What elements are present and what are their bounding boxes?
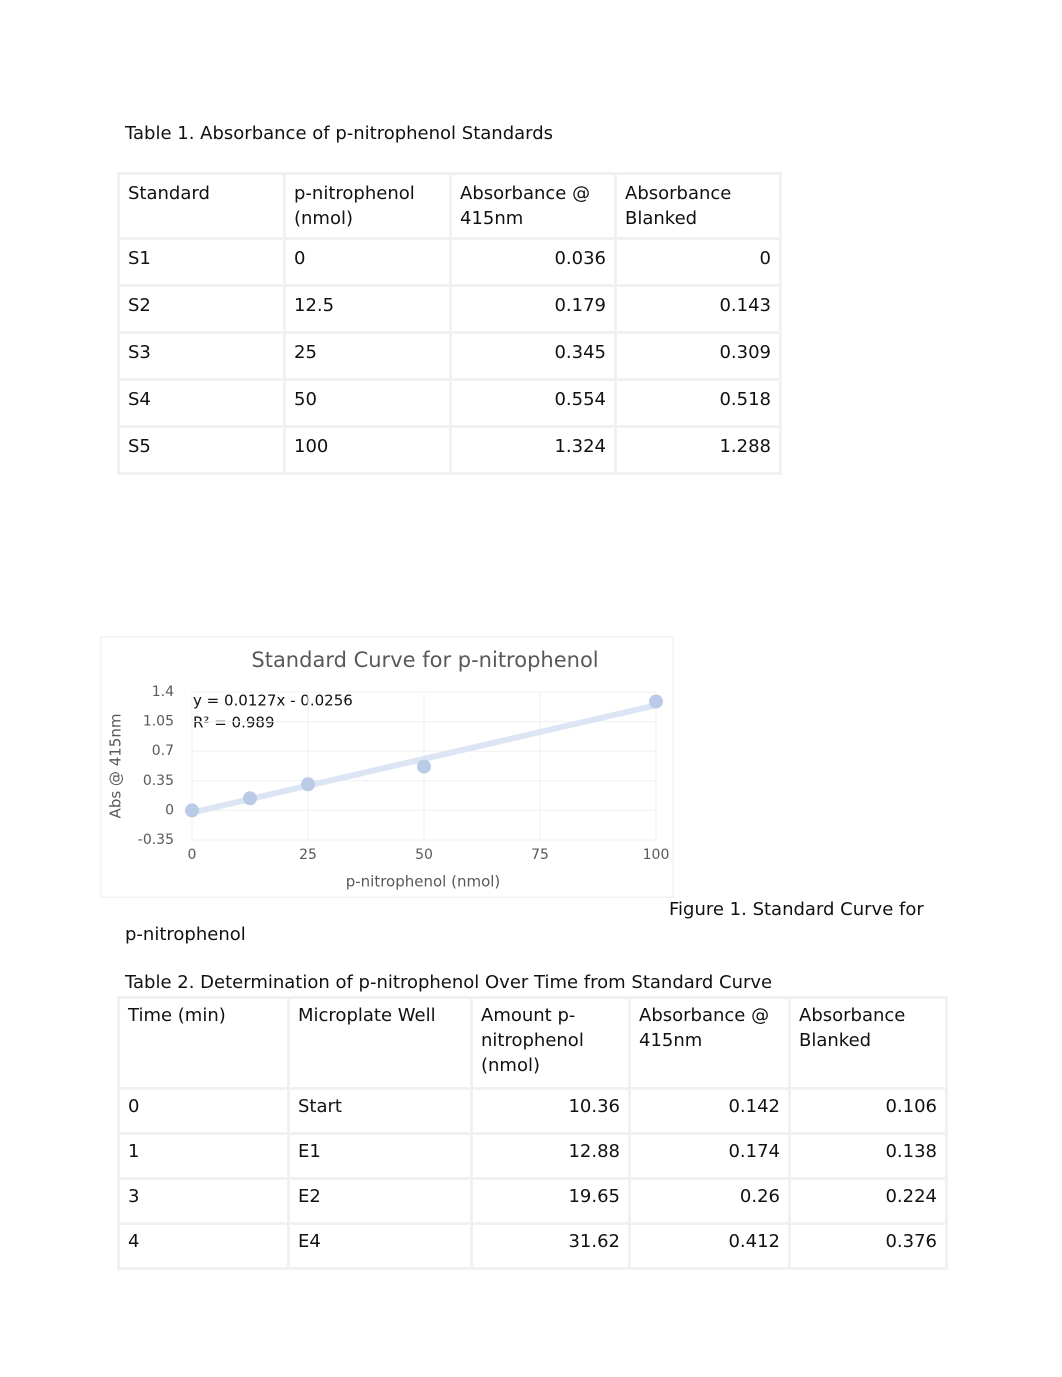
trendline-equation: y = 0.0127x - 0.0256 bbox=[193, 692, 353, 710]
table-cell: 0.412 bbox=[628, 1222, 791, 1270]
data-point bbox=[417, 759, 431, 774]
table-cell: S1 bbox=[117, 237, 286, 287]
header-cell: Standard bbox=[117, 172, 286, 240]
x-tick-label: 0 bbox=[188, 847, 197, 863]
table-cell: 0 bbox=[614, 237, 782, 287]
table-cell: 0.376 bbox=[788, 1222, 948, 1270]
header-cell: Microplate Well bbox=[287, 996, 473, 1090]
table-row: 4 E4 31.62 0.412 0.376 bbox=[117, 1222, 948, 1270]
standards-table: Standard p-nitrophenol (nmol) Absorbance @… bbox=[117, 172, 782, 475]
header-cell: Time (min) bbox=[117, 996, 290, 1090]
table-cell: 100 bbox=[283, 425, 452, 475]
x-axis-label: p-nitrophenol (nmol) bbox=[346, 873, 501, 891]
table-row: 0 Start 10.36 0.142 0.106 bbox=[117, 1087, 948, 1135]
header-cell: Absorbance @ 415nm bbox=[628, 996, 791, 1090]
table-cell: 0 bbox=[117, 1087, 290, 1135]
table-caption: Table 2. Determination of p-nitrophenol … bbox=[125, 972, 773, 993]
table-cell: 0.26 bbox=[628, 1177, 791, 1225]
table-cell: 50 bbox=[283, 378, 452, 428]
table-cell: 0.309 bbox=[614, 331, 782, 381]
header-cell: Absorbance @ 415nm bbox=[449, 172, 617, 240]
header-row: Standard p-nitrophenol (nmol) Absorbance @… bbox=[117, 172, 782, 240]
x-tick-label: 100 bbox=[643, 847, 670, 863]
data-point bbox=[649, 694, 663, 709]
table-cell: 19.65 bbox=[470, 1177, 631, 1225]
table-cell: 25 bbox=[283, 331, 452, 381]
data-point bbox=[243, 791, 257, 806]
table-row: S5 100 1.324 1.288 bbox=[117, 425, 782, 475]
table-cell: 0 bbox=[283, 237, 452, 287]
table-cell: 0.554 bbox=[449, 378, 617, 428]
table-cell: E2 bbox=[287, 1177, 473, 1225]
table-cell: 1.288 bbox=[614, 425, 782, 475]
y-tick-label: -0.35 bbox=[138, 832, 174, 848]
y-tick-label: 0.35 bbox=[143, 773, 174, 789]
y-tick-label: 1.05 bbox=[143, 714, 174, 730]
header-cell: p-nitrophenol (nmol) bbox=[283, 172, 452, 240]
chart: Standard Curve for p-nitrophenol p-nitro… bbox=[100, 636, 674, 898]
table-caption: Table 1. Absorbance of p-nitrophenol Sta… bbox=[125, 123, 554, 144]
table-cell: S3 bbox=[117, 331, 286, 381]
r-squared: R² = 0.989 bbox=[193, 714, 274, 732]
table-cell: Start bbox=[287, 1087, 473, 1135]
table-cell: S5 bbox=[117, 425, 286, 475]
table-row: 1 E1 12.88 0.174 0.138 bbox=[117, 1132, 948, 1180]
header-row: Time (min) Microplate Well Amount p-nitrop… bbox=[117, 996, 948, 1090]
table-cell: 1.324 bbox=[449, 425, 617, 475]
y-tick-label: 0 bbox=[165, 802, 174, 818]
table-cell: 0.174 bbox=[628, 1132, 791, 1180]
table-cell: 0.345 bbox=[449, 331, 617, 381]
table-cell: 0.518 bbox=[614, 378, 782, 428]
trendline bbox=[191, 702, 657, 816]
table-cell: 12.88 bbox=[470, 1132, 631, 1180]
header-cell: Absorbance Blanked bbox=[614, 172, 782, 240]
table-cell: 4 bbox=[117, 1222, 290, 1270]
table-cell: 10.36 bbox=[470, 1087, 631, 1135]
figure-caption: p-nitrophenol bbox=[125, 924, 246, 945]
table-row: 3 E2 19.65 0.26 0.224 bbox=[117, 1177, 948, 1225]
table-row: S2 12.5 0.179 0.143 bbox=[117, 284, 782, 334]
table-row: S3 25 0.345 0.309 bbox=[117, 331, 782, 381]
x-tick-label: 75 bbox=[531, 847, 549, 863]
table-cell: S2 bbox=[117, 284, 286, 334]
table-cell: E1 bbox=[287, 1132, 473, 1180]
time-table: Time (min) Microplate Well Amount p-nitrop… bbox=[117, 996, 948, 1270]
table-cell: 12.5 bbox=[283, 284, 452, 334]
table-cell: 0.142 bbox=[628, 1087, 791, 1135]
table-cell: 0.036 bbox=[449, 237, 617, 287]
data-point bbox=[185, 803, 199, 818]
table-cell: 0.143 bbox=[614, 284, 782, 334]
table-cell: E4 bbox=[287, 1222, 473, 1270]
table-cell: S4 bbox=[117, 378, 286, 428]
x-tick-label: 25 bbox=[299, 847, 317, 863]
header-cell: Absorbance Blanked bbox=[788, 996, 948, 1090]
table-cell: 0.106 bbox=[788, 1087, 948, 1135]
table-cell: 0.179 bbox=[449, 284, 617, 334]
data-point bbox=[301, 777, 315, 792]
table-row: S1 0 0.036 0 bbox=[117, 237, 782, 287]
table-cell: 1 bbox=[117, 1132, 290, 1180]
table-cell: 0.138 bbox=[788, 1132, 948, 1180]
table-cell: 3 bbox=[117, 1177, 290, 1225]
x-tick-label: 50 bbox=[415, 847, 433, 863]
figure-caption: Figure 1. Standard Curve for bbox=[669, 899, 924, 920]
y-tick-label: 0.7 bbox=[152, 743, 174, 759]
y-tick-label: 1.4 bbox=[152, 684, 174, 700]
chart-title: Standard Curve for p-nitrophenol bbox=[251, 648, 598, 672]
table-cell: 31.62 bbox=[470, 1222, 631, 1270]
table-cell: 0.224 bbox=[788, 1177, 948, 1225]
table-row: S4 50 0.554 0.518 bbox=[117, 378, 782, 428]
header-cell: Amount p-nitrophenol (nmol) bbox=[470, 996, 631, 1090]
y-axis-label: Abs @ 415nm bbox=[107, 714, 125, 819]
